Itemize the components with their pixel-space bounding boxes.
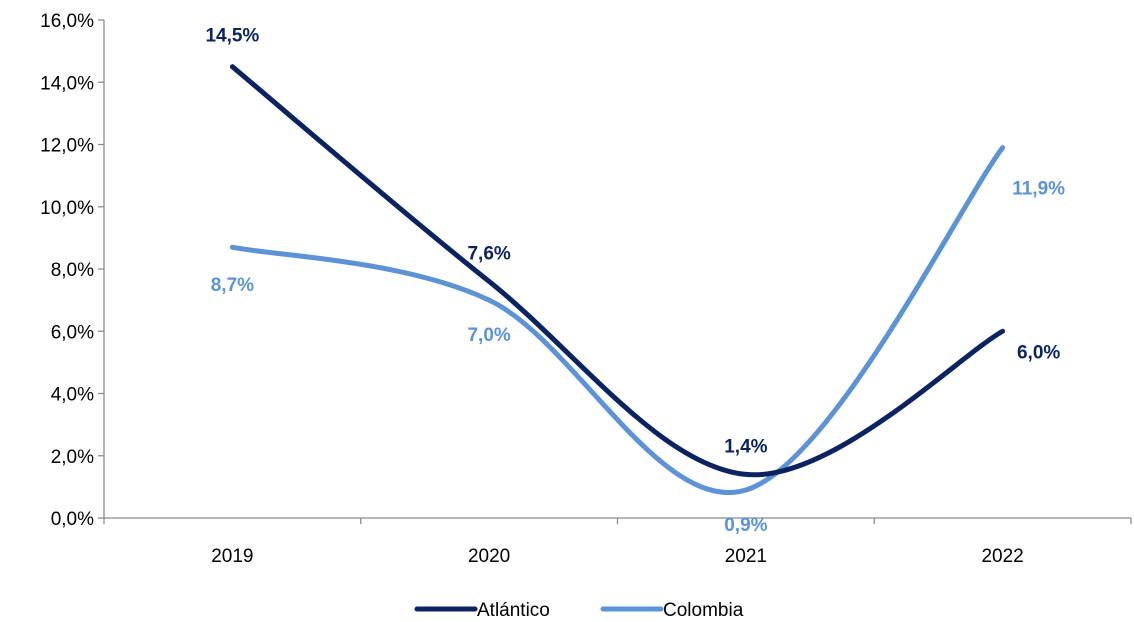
y-tick-label: 0,0% bbox=[51, 509, 94, 530]
x-tick-label: 2022 bbox=[981, 546, 1023, 567]
data-label: 1,4% bbox=[724, 436, 767, 457]
axes: 0,0% 2,0% 4,0% 6,0% 8,0% 10,0% 12,0% 14,0% 16,0%… bbox=[40, 11, 1132, 567]
legend: Atlántico Colombia bbox=[414, 600, 744, 621]
series-lines bbox=[229, 64, 1006, 495]
data-label: 14,5% bbox=[205, 26, 259, 47]
x-tick-label: 2019 bbox=[211, 546, 253, 567]
series-line-atlntico bbox=[229, 64, 1006, 478]
x-tick-label: 2020 bbox=[468, 546, 510, 567]
data-label: 0,9% bbox=[724, 515, 767, 536]
y-tick-label: 14,0% bbox=[40, 73, 94, 94]
legend-label: Colombia bbox=[663, 600, 744, 621]
y-tick-label: 10,0% bbox=[40, 198, 94, 219]
data-label: 6,0% bbox=[1017, 342, 1060, 363]
series-line-colombia bbox=[229, 145, 1006, 495]
y-tick-label: 6,0% bbox=[51, 322, 94, 343]
y-tick-label: 12,0% bbox=[40, 136, 94, 157]
y-tick-label: 2,0% bbox=[51, 447, 94, 468]
y-tick-label: 8,0% bbox=[51, 260, 94, 281]
data-label: 8,7% bbox=[211, 275, 254, 296]
x-tick-label: 2021 bbox=[725, 546, 767, 567]
legend-item: Atlántico bbox=[414, 600, 550, 621]
y-tick-label: 16,0% bbox=[40, 11, 94, 32]
data-label: 11,9% bbox=[1012, 179, 1065, 200]
data-label: 7,0% bbox=[467, 325, 510, 346]
data-labels: 14,5% 7,6% 1,4% 6,0% 8,7% 7,0% 0,9% 11,9% bbox=[205, 26, 1065, 536]
legend-label: Atlántico bbox=[477, 600, 550, 621]
y-tick-label: 4,0% bbox=[51, 385, 94, 406]
legend-item: Colombia bbox=[600, 600, 744, 621]
data-label: 7,6% bbox=[467, 243, 510, 264]
